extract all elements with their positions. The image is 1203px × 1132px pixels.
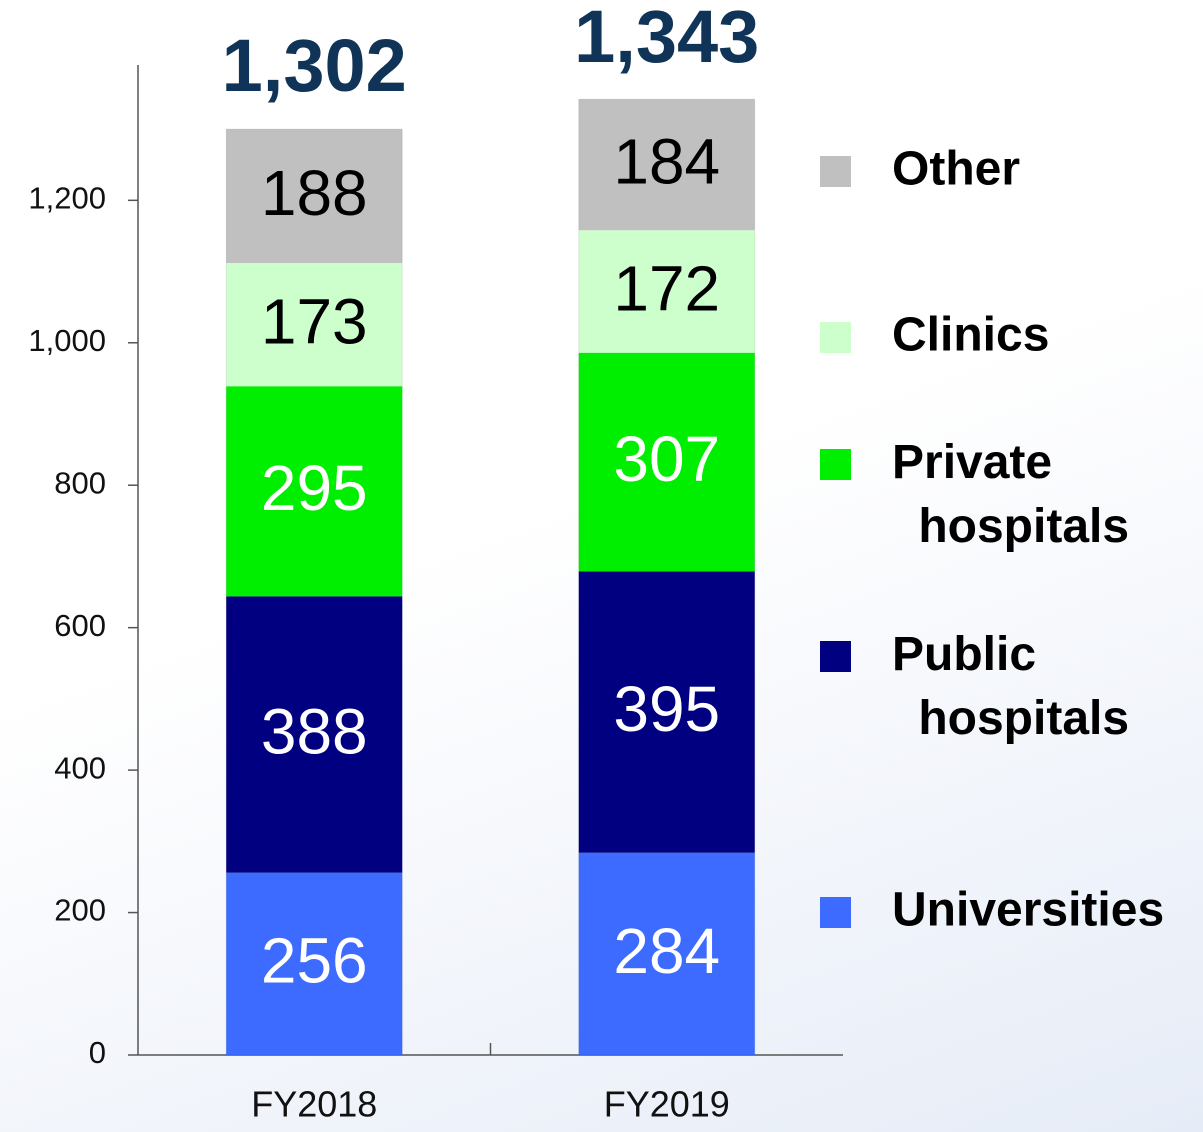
value-label: 173 [261,286,368,358]
bar-outline [578,98,756,1056]
value-label: 284 [613,915,720,987]
legend-swatch [820,156,851,187]
value-label: 395 [613,673,720,745]
value-label: 307 [613,423,720,495]
y-tick-label: 1,000 [28,323,106,358]
total-label: 1,302 [222,24,407,107]
value-label: 184 [613,126,720,198]
y-tick-label: 400 [54,750,106,785]
legend-swatch [820,449,851,480]
bar-segment [226,386,403,597]
y-tick-label: 1,200 [28,181,106,216]
y-tick-label: 800 [54,465,106,500]
bar-segment [578,852,755,1055]
legend-swatch [820,641,851,672]
value-label: 295 [261,452,368,524]
legend-label: Clinics [892,309,1049,362]
value-label: 256 [261,925,368,997]
bar-segment [226,129,403,263]
legend-swatch [820,322,851,353]
x-tick-label: FY2018 [251,1084,377,1125]
bar-segment [226,596,403,873]
y-tick-label: 600 [54,608,106,643]
bar-segment [226,872,403,1055]
legend-label: Universities [892,884,1164,937]
value-label: 172 [613,252,720,324]
legend-label: Other [892,143,1020,196]
bar-outline [225,128,403,1056]
value-label: 388 [261,695,368,767]
bar-segment [578,99,755,231]
bar-segment [578,230,755,353]
legend-label: Private hospitals [892,436,1129,553]
y-tick-label: 200 [54,893,106,928]
bar-segment [578,352,755,572]
x-tick-label: FY2019 [604,1084,730,1125]
y-tick-label: 0 [89,1035,106,1070]
bar-segment [578,571,755,853]
value-label: 188 [261,157,368,229]
legend-label: Public hospitals [892,628,1129,745]
bar-segment [226,263,403,387]
total-label: 1,343 [574,0,759,78]
legend-swatch [820,897,851,928]
